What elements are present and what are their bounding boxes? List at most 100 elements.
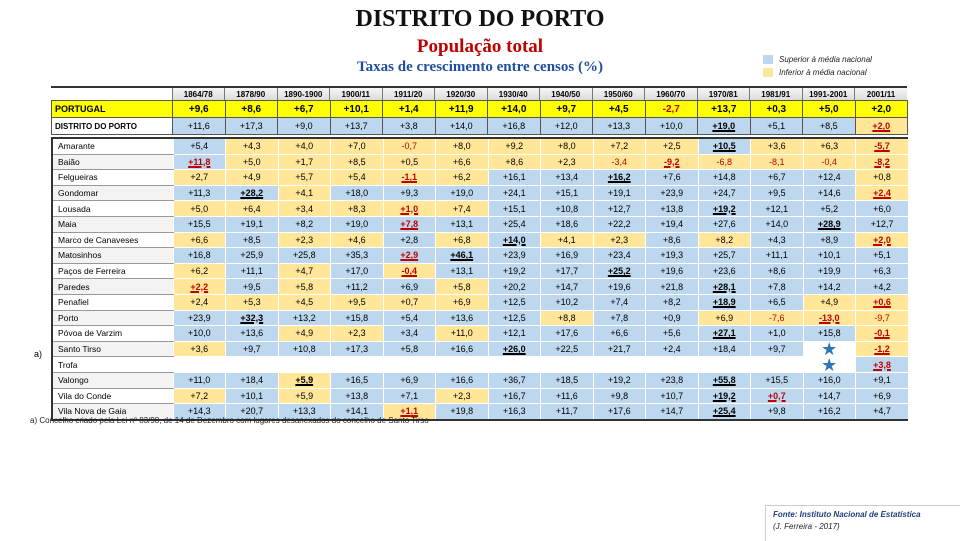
table-cell: +10,1	[225, 388, 278, 405]
table-cell: +6,6	[592, 325, 646, 342]
table-cell: +11,1	[750, 247, 803, 264]
table-cell: +14,0	[487, 232, 541, 249]
table-cell: +8,8	[540, 310, 593, 327]
municipality-name: Penafiel	[51, 294, 173, 311]
table-cell: +4,1	[277, 185, 331, 202]
portugal-value: +9,7	[539, 100, 593, 118]
table-cell: +2,0	[855, 232, 908, 249]
distrito-value: +16,8	[487, 117, 541, 135]
portugal-value: +10,1	[329, 100, 383, 118]
source-text: Fonte: Instituto Nacional de Estatística	[773, 510, 921, 519]
column-header: 1950/60	[591, 87, 645, 101]
table-cell: +17,6	[540, 325, 593, 342]
table-cell	[697, 356, 751, 373]
table-row: Paredes +2,2 +9,5 +5,8 +11,2 +6,9 +5,8 +20,2 +14…	[51, 278, 908, 295]
table-cell: +16,3	[487, 403, 541, 421]
table-cell: +21,7	[592, 341, 646, 358]
table-cell	[277, 356, 331, 373]
portugal-label: PORTUGAL	[51, 100, 173, 118]
table-cell: +2,3	[592, 232, 646, 249]
portugal-value: +6,7	[277, 100, 331, 118]
table-cell: +19,6	[592, 278, 646, 295]
table-cell: +11,3	[172, 185, 226, 202]
trofa-note-marker: a)	[34, 349, 43, 359]
table-cell: +2,4	[172, 294, 226, 311]
table-cell: +15,5	[750, 372, 803, 389]
table-cell: +3,4	[382, 325, 436, 342]
municipality-name: Vila do Conde	[51, 388, 173, 405]
table-cell: +9,1	[855, 372, 908, 389]
table-cell: +24,7	[697, 185, 751, 202]
table-cell: +6,2	[172, 263, 226, 280]
table-cell: +5,3	[225, 294, 278, 311]
table-cell: +3,6	[172, 341, 226, 358]
table-cell: +10,2	[540, 294, 593, 311]
distrito-value: +12,0	[539, 117, 593, 135]
table-cell: +1,1	[382, 403, 436, 421]
table-cell: +5,2	[802, 200, 856, 217]
table-cell: +9,3	[382, 185, 436, 202]
table-cell: +15,5	[172, 216, 226, 233]
municipality-name: Maia	[51, 216, 173, 233]
table-cell: +14,0	[750, 216, 803, 233]
table-cell: +15,1	[540, 185, 593, 202]
table-cell: +13,6	[435, 310, 488, 327]
portugal-value: +1,4	[382, 100, 436, 118]
portugal-row: PORTUGAL +9,6 +8,6 +6,7 +10,1 +1,4 +11,9 +14,0…	[51, 100, 908, 118]
table-cell: +2,4	[855, 185, 908, 202]
table-cell: -13,0	[802, 310, 856, 327]
table-cell: +27,6	[697, 216, 751, 233]
table-cell: +6,9	[697, 310, 751, 327]
table-cell: +5,8	[435, 278, 488, 295]
column-header: 1930/40	[486, 87, 540, 101]
municipality-name: Felgueiras	[51, 169, 173, 186]
table-cell: +19,8	[435, 403, 488, 421]
table-cell: +36,7	[487, 372, 541, 389]
municipality-name: Lousada	[51, 200, 173, 217]
table-cell: +12,5	[487, 294, 541, 311]
table-cell: +2,5	[645, 138, 698, 155]
distrito-value: +11,6	[172, 117, 226, 135]
portugal-value: +4,5	[592, 100, 646, 118]
table-cell: +14,1	[330, 403, 383, 421]
table-cell: +25,4	[697, 403, 751, 421]
table-cell: +16,5	[330, 372, 383, 389]
table-cell: +19,0	[435, 185, 488, 202]
table-cell: +11,1	[225, 263, 278, 280]
table-cell: +1,0	[750, 325, 803, 342]
table-cell: +14,3	[172, 403, 226, 421]
table-cell: +14,7	[802, 388, 856, 405]
column-header: 1920/30	[434, 87, 487, 101]
table-cell: +13,1	[435, 263, 488, 280]
page-subtitle: População total	[416, 36, 544, 57]
table-cell: +12,4	[802, 169, 856, 186]
table-cell	[487, 356, 541, 373]
table-cell: +5,4	[382, 310, 436, 327]
summary-table: PORTUGAL +9,6 +8,6 +6,7 +10,1 +1,4 +11,9 +14,0…	[51, 100, 908, 135]
table-cell: +5,7	[277, 169, 331, 186]
table-cell	[540, 356, 593, 373]
distrito-value: +10,0	[644, 117, 698, 135]
table-cell: -7,6	[750, 310, 803, 327]
table-cell: +19,2	[697, 200, 751, 217]
table-cell: +22,5	[540, 341, 593, 358]
table-cell: +0,8	[855, 169, 908, 186]
table-cell: +6,3	[855, 263, 908, 280]
table-row: Matosinhos +16,8 +25,9 +25,8 +35,3 +2,9 +46,1 +…	[51, 247, 908, 264]
table-cell: +28,2	[225, 185, 278, 202]
portugal-value: +11,9	[434, 100, 488, 118]
table-cell: +16,7	[487, 388, 541, 405]
table-cell: +16,8	[172, 247, 226, 264]
table-cell: +11,0	[435, 325, 488, 342]
table-cell: +16,2	[802, 403, 856, 421]
table-cell: +4,9	[225, 169, 278, 186]
column-header: 1991-2001	[801, 87, 855, 101]
table-cell: +8,6	[750, 263, 803, 280]
municipality-name: Vila Nova de Gaia	[51, 403, 173, 421]
table-cell: +19,1	[225, 216, 278, 233]
table-cell: +4,0	[277, 138, 331, 155]
table-cell: +13,4	[540, 169, 593, 186]
column-header: 1900/11	[329, 87, 382, 101]
table-cell: +5,8	[382, 341, 436, 358]
table-cell: +9,5	[330, 294, 383, 311]
